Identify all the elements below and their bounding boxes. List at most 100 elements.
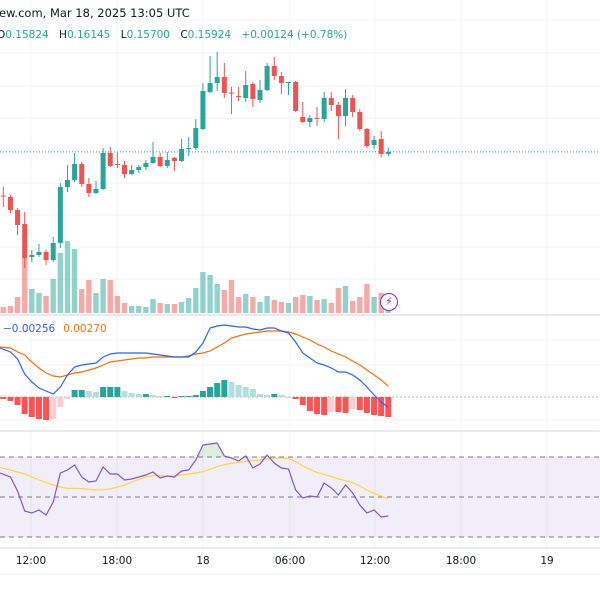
volume-bar (349, 301, 356, 313)
candle-body (385, 151, 391, 154)
macd-histogram-bar (43, 397, 50, 420)
volume-bar (71, 249, 78, 313)
macd-histogram-bar (0, 397, 7, 399)
volume-bar (86, 280, 92, 313)
signal-value: 0.00270 (63, 323, 107, 335)
macd-histogram-bar (150, 395, 157, 397)
low-label: L (120, 29, 127, 41)
time-label: 18:00 (101, 555, 133, 567)
volume-bar (214, 284, 220, 313)
volume-bar (335, 288, 342, 313)
macd-histogram-bar (21, 397, 28, 414)
candle-body (335, 105, 341, 116)
candle-body (72, 164, 78, 180)
macd-histogram-bar (321, 397, 328, 415)
candle-body (350, 98, 356, 112)
candle-body (0, 195, 6, 197)
macd-histogram-bar (363, 397, 370, 413)
volume-bar (257, 302, 263, 313)
change-value: +0.00124 (+0.78%) (241, 29, 348, 41)
candle-body (264, 66, 270, 90)
macd-histogram-bar (371, 397, 378, 415)
pane-separators[interactable] (0, 314, 600, 575)
candle-body (364, 129, 370, 146)
candle-body (193, 128, 199, 148)
candle-body (100, 153, 106, 189)
macd-legend: −0.00256 0.00270 (3, 323, 107, 335)
macd-histogram-bar (292, 397, 299, 399)
macd-histogram-bar (114, 387, 121, 397)
volume-bar (57, 253, 64, 313)
volume-bar (221, 290, 228, 313)
candle-body (43, 252, 49, 260)
volume-bar (171, 304, 178, 313)
candle-body (214, 77, 220, 83)
macd-histogram-bar (356, 397, 363, 410)
candle-body (22, 224, 28, 258)
macd-pane (0, 324, 600, 420)
volume-bar (235, 297, 242, 313)
volume-bar (342, 286, 349, 313)
volume-bar (164, 304, 170, 313)
candles (0, 52, 391, 268)
volume-bar (328, 303, 334, 313)
volume-bars (0, 241, 392, 313)
candle-body (357, 112, 363, 129)
candle-body (157, 157, 163, 166)
macd-histogram-bar (306, 397, 313, 411)
signal-line (0, 330, 389, 387)
volume-bar (321, 299, 327, 313)
high-label: H (59, 29, 67, 41)
time-label: 06:00 (274, 555, 306, 567)
candle-body (64, 180, 70, 187)
ohlc-legend: O0.15824 H0.16145 L0.15700 C0.15924 +0.0… (0, 29, 354, 41)
volume-bar (29, 289, 35, 313)
candle-body (15, 210, 21, 225)
macd-histogram-bar (249, 389, 256, 397)
macd-histogram-bar (228, 382, 235, 397)
macd-histogram-bar (342, 397, 349, 413)
close-value: 0.15924 (187, 29, 232, 41)
candle-body (321, 98, 327, 119)
candle-body (378, 139, 384, 154)
volume-bar (371, 297, 377, 313)
macd-histogram-bar (85, 391, 92, 397)
macd-histogram-bar (135, 394, 142, 397)
volume-bar (264, 296, 270, 313)
candle-body (257, 90, 263, 100)
macd-histogram-bar (100, 387, 107, 397)
candle-body (207, 83, 213, 92)
volume-bar (292, 297, 299, 313)
time-label: 12:00 (15, 555, 47, 567)
time-label: 12:00 (359, 555, 391, 567)
macd-histogram-bar (121, 391, 128, 397)
volume-bar (250, 297, 256, 313)
lightning-icon[interactable]: ⚡︎ (380, 293, 398, 311)
volume-bar (357, 297, 363, 313)
macd-histogram-bar (207, 387, 214, 397)
macd-histogram-bar (107, 387, 114, 397)
candle-body (221, 77, 227, 93)
low-value: 0.15700 (126, 29, 170, 41)
macd-histogram-bar (50, 397, 57, 419)
macd-histogram-bar (185, 396, 192, 397)
chart-title: ew.com, Mar 18, 2025 13:05 UTC (0, 6, 190, 20)
candle-body (143, 163, 149, 167)
macd-histogram-bar (7, 397, 14, 401)
candle-body (122, 165, 128, 174)
macd-histogram-bar (349, 397, 356, 409)
candle-body (228, 92, 234, 94)
volume-bar (150, 299, 156, 313)
macd-histogram-bar (192, 395, 199, 397)
volume-bar (285, 303, 292, 313)
volume-bar (207, 275, 213, 313)
close-label: C (180, 29, 188, 41)
macd-histogram-bar (256, 394, 263, 397)
macd-histogram-bar (335, 397, 342, 412)
macd-histogram-bar (35, 397, 42, 419)
macd-histogram-bar (278, 395, 285, 397)
volume-bar (228, 280, 235, 313)
volume-bar (93, 293, 99, 313)
volume-bar (185, 298, 192, 313)
